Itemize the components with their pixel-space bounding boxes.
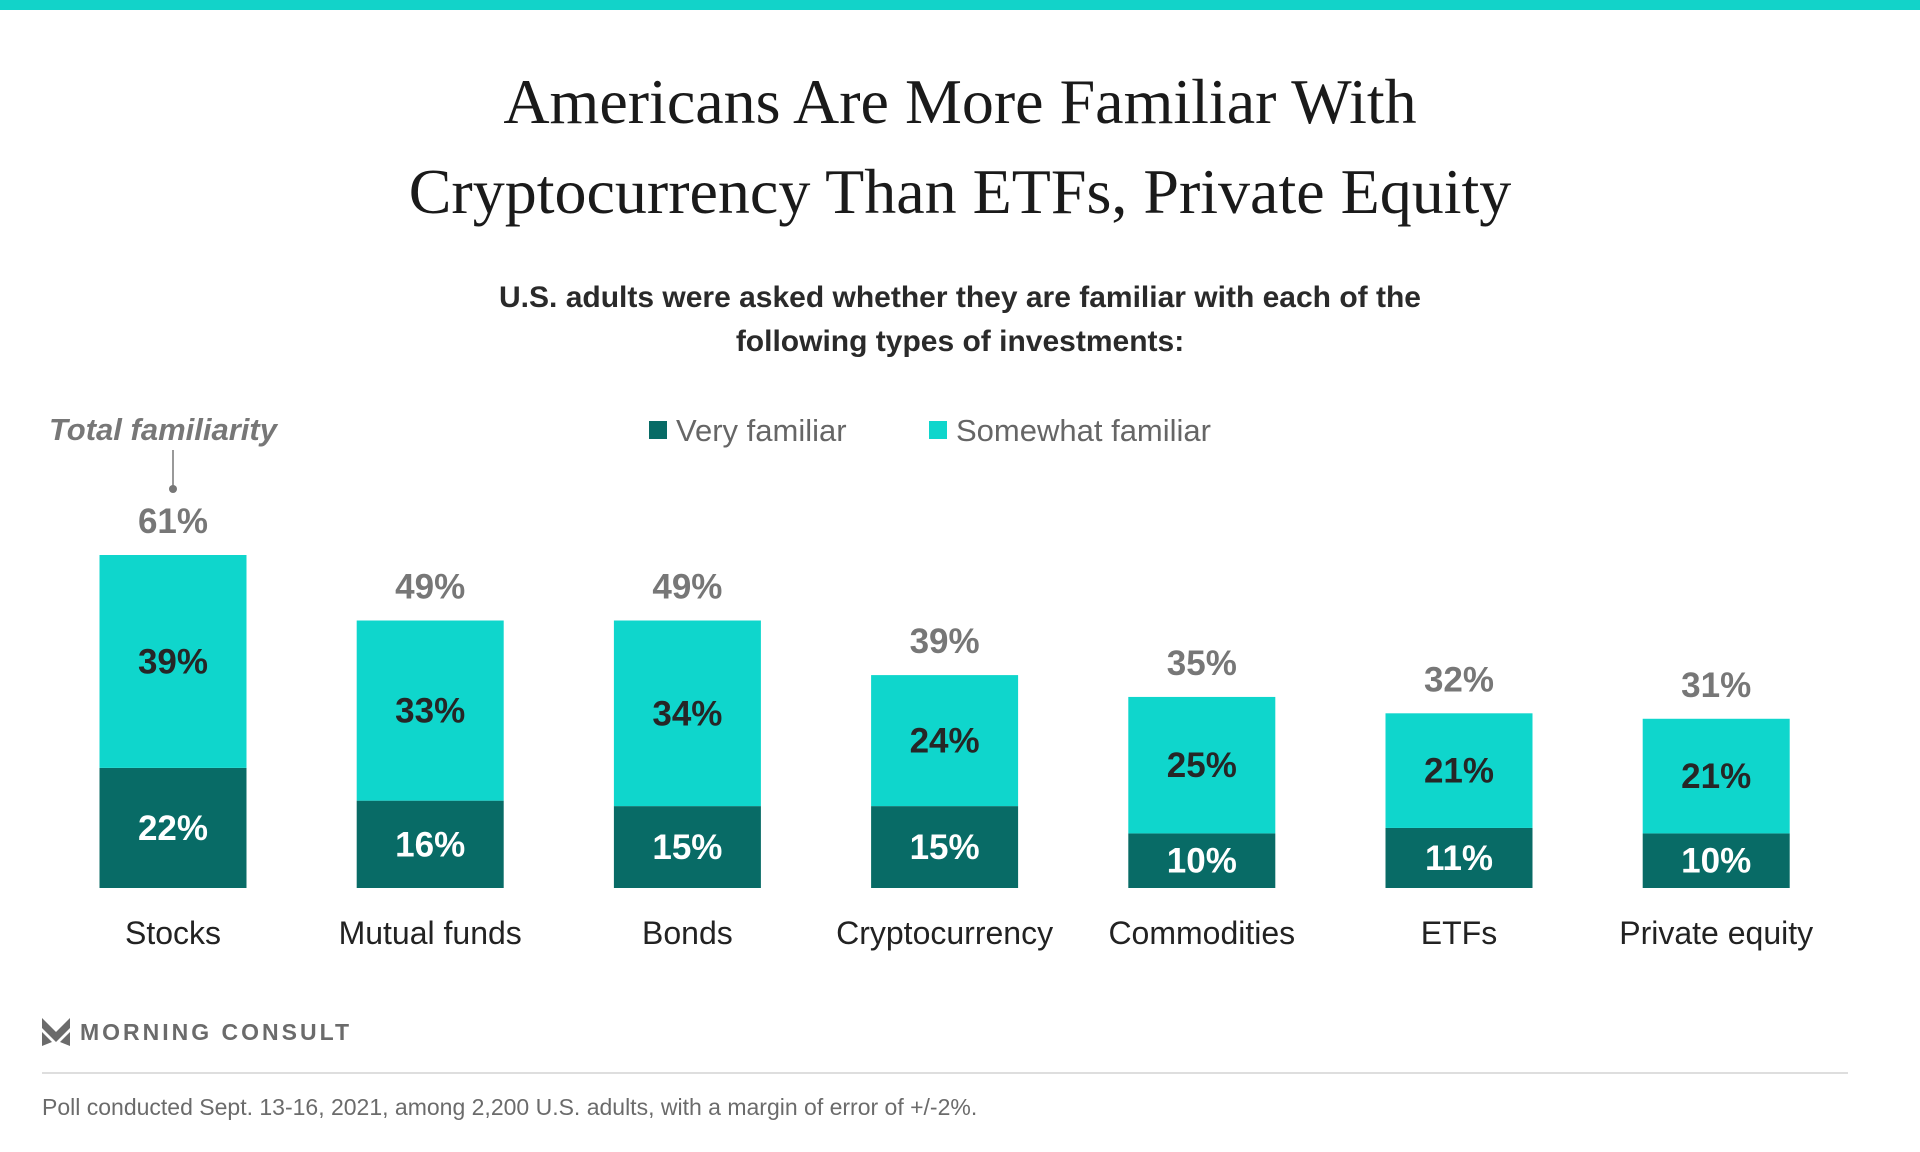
data-label-somewhat: 25% — [1167, 746, 1237, 785]
bar-very-familiar — [1642, 833, 1790, 888]
category-label: Mutual funds — [339, 915, 522, 951]
bar-very-familiar — [613, 806, 761, 888]
bar-somewhat-familiar — [1385, 713, 1533, 828]
title-line-1: Americans Are More Familiar With — [503, 66, 1417, 137]
data-label-total: 61% — [138, 502, 208, 541]
data-label-somewhat: 21% — [1424, 752, 1494, 791]
bar-very-familiar — [99, 767, 247, 888]
title-line-2: Cryptocurrency Than ETFs, Private Equity — [408, 156, 1512, 227]
legend-label-somewhat: Somewhat familiar — [956, 413, 1211, 448]
data-label-very: 22% — [138, 809, 208, 848]
subtitle-line-1: U.S. adults were asked whether they are … — [499, 281, 1421, 314]
data-label-total: 49% — [652, 568, 722, 607]
bar-very-familiar — [1128, 833, 1276, 888]
legend: Very familiar Somewhat familiar — [649, 413, 1211, 448]
data-label-total: 39% — [910, 622, 980, 661]
data-label-total: 35% — [1167, 644, 1237, 683]
data-label-somewhat: 21% — [1681, 757, 1751, 796]
bar-somewhat-familiar — [1642, 718, 1790, 834]
brand-name: MORNING CONSULT — [80, 1018, 353, 1045]
bar-somewhat-familiar — [1128, 696, 1276, 834]
bar-very-familiar — [871, 806, 1019, 888]
annotation-leader-dot — [169, 485, 177, 493]
category-label: Cryptocurrency — [836, 915, 1053, 951]
bar-somewhat-familiar — [871, 675, 1019, 807]
data-label-very: 11% — [1425, 839, 1493, 878]
subtitle-line-2: following types of investments: — [735, 325, 1185, 358]
bar-very-familiar — [356, 800, 504, 888]
morning-consult-logo-icon — [42, 1018, 70, 1046]
bar-very-familiar — [1385, 827, 1533, 888]
bar-somewhat-familiar — [99, 555, 247, 768]
category-label: Bonds — [642, 915, 733, 951]
legend-label-very: Very familiar — [676, 413, 847, 448]
data-label-very: 16% — [395, 825, 465, 864]
data-label-somewhat: 34% — [652, 694, 722, 733]
data-label-very: 10% — [1681, 842, 1751, 881]
data-label-total: 49% — [395, 568, 465, 607]
bar-somewhat-familiar — [356, 620, 504, 801]
data-label-somewhat: 39% — [138, 642, 208, 681]
top-accent-bar — [0, 0, 1920, 10]
data-label-very: 15% — [910, 828, 980, 867]
category-label: ETFs — [1421, 915, 1497, 951]
chart-subtitle: U.S. adults were asked whether they are … — [0, 276, 1920, 364]
data-label-somewhat: 33% — [395, 692, 465, 731]
data-label-total: 32% — [1424, 660, 1494, 699]
legend-swatch-somewhat — [929, 421, 947, 439]
footnote: Poll conducted Sept. 13-16, 2021, among … — [42, 1094, 978, 1120]
stacked-bar-chart: Total familiarity Very familiar Somewhat… — [49, 412, 1813, 951]
chart-title: Americans Are More Familiar With Cryptoc… — [0, 57, 1920, 237]
morning-consult-logo: MORNING CONSULT — [42, 1018, 352, 1046]
total-familiarity-annotation: Total familiarity — [49, 412, 279, 447]
bar-somewhat-familiar — [613, 620, 761, 807]
legend-swatch-very — [649, 421, 667, 439]
data-label-very: 10% — [1167, 842, 1237, 881]
footer-divider — [42, 1072, 1848, 1074]
category-label: Stocks — [125, 915, 221, 951]
category-label: Commodities — [1108, 915, 1295, 951]
category-label: Private equity — [1619, 915, 1813, 951]
data-label-somewhat: 24% — [910, 722, 980, 761]
data-label-total: 31% — [1681, 666, 1751, 705]
data-label-very: 15% — [652, 828, 722, 867]
